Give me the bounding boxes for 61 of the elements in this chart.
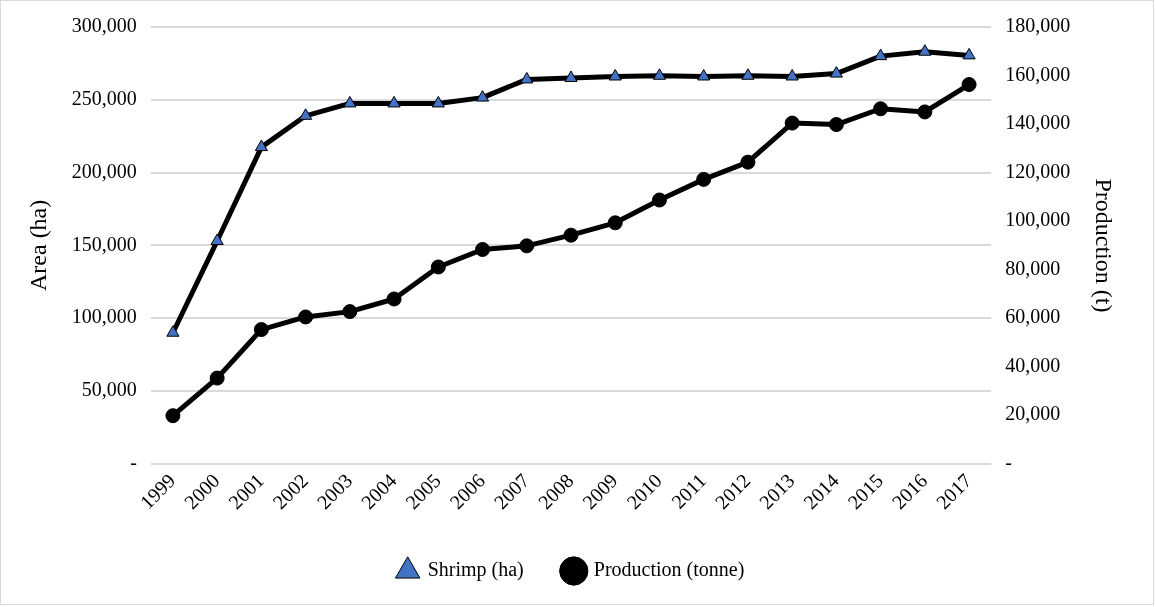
point	[828, 117, 844, 133]
y-tick-label: 300,000	[71, 14, 137, 37]
y2-tick-label: 20,000	[1005, 402, 1061, 425]
point	[430, 259, 446, 275]
point	[475, 90, 490, 102]
point	[386, 291, 402, 307]
y-tick-label: -	[130, 451, 137, 473]
point	[299, 108, 313, 120]
point	[475, 242, 491, 257]
point	[608, 69, 622, 81]
y2-tick-label: 100,000	[1005, 208, 1071, 231]
point	[607, 215, 623, 231]
legend-label: Production (tonne)	[593, 558, 745, 582]
point	[342, 304, 358, 320]
y2-tick-label: 80,000	[1005, 256, 1061, 279]
y2-tick-label: 140,000	[1005, 111, 1071, 134]
point	[874, 48, 888, 61]
point	[784, 115, 800, 131]
y2-tick-label: -	[1005, 451, 1012, 473]
point	[873, 101, 889, 117]
point	[740, 154, 756, 170]
y2-axis-title: Production (t)	[1091, 178, 1118, 313]
y-tick-label: 100,000	[71, 305, 137, 328]
point	[651, 192, 667, 208]
point	[785, 69, 799, 81]
y-tick-label: 150,000	[71, 232, 137, 255]
y2-tick-label: 60,000	[1005, 305, 1061, 328]
y2-tick-label: 40,000	[1005, 353, 1061, 376]
y2-tick-label: 160,000	[1005, 62, 1071, 85]
point	[697, 69, 711, 81]
point	[519, 238, 535, 254]
point	[741, 68, 755, 80]
x-tick-label: 1999	[135, 469, 180, 514]
point	[696, 171, 712, 187]
point	[254, 139, 268, 152]
point	[918, 44, 932, 56]
y-tick-label: 250,000	[71, 87, 137, 110]
point	[387, 95, 401, 108]
y-tick-label: 50,000	[81, 378, 137, 401]
y-tick-label: 200,000	[71, 159, 137, 182]
point	[563, 227, 579, 243]
point	[520, 71, 534, 84]
point	[165, 408, 181, 424]
point	[431, 95, 445, 108]
y2-tick-label: 120,000	[1005, 159, 1071, 182]
point	[917, 104, 933, 120]
point	[962, 47, 976, 60]
point	[343, 95, 357, 108]
point	[961, 77, 977, 93]
x-tick-label: 2011	[666, 469, 711, 513]
y-axis-title: Area (ha)	[24, 199, 51, 292]
y2-tick-label: 180,000	[1005, 14, 1071, 37]
point	[298, 309, 314, 325]
point	[209, 370, 225, 386]
point	[166, 325, 180, 337]
point	[564, 70, 578, 82]
point	[253, 322, 269, 338]
point	[829, 66, 843, 78]
point	[210, 233, 224, 246]
legend-label: Shrimp (ha)	[427, 558, 524, 582]
point	[652, 68, 667, 80]
